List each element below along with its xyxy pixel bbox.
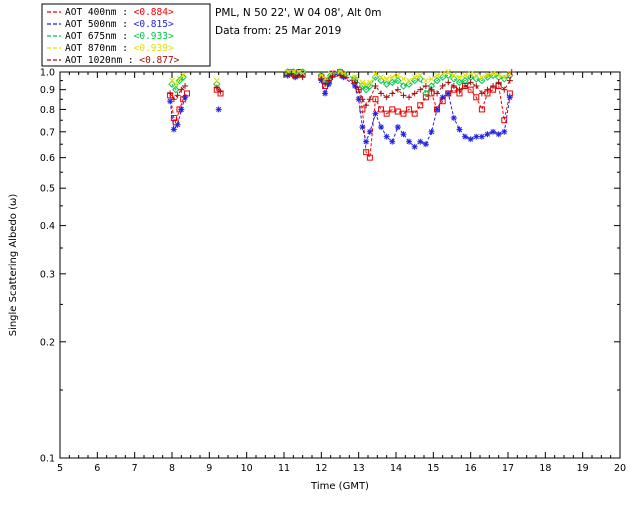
x-tick-label: 9 [206, 463, 212, 474]
y-tick-label: 0.5 [40, 184, 55, 195]
y-tick-label: 1.0 [40, 68, 55, 79]
legend-entry-text: AOT 500nm : <0.815> [65, 19, 174, 30]
y-tick-label: 0.3 [40, 269, 55, 280]
series-markers [169, 69, 513, 88]
y-tick-label: 0.4 [40, 221, 55, 232]
y-tick-label: 0.1 [40, 454, 55, 465]
x-tick-label: 19 [577, 463, 589, 474]
legend-entry-text: AOT 870nm : <0.939> [65, 43, 174, 54]
x-tick-label: 7 [132, 463, 138, 474]
legend-entry-text: AOT 1020nm : <0.877> [65, 55, 180, 66]
y-tick-label: 0.8 [40, 105, 55, 116]
x-tick-label: 20 [614, 463, 626, 474]
x-tick-label: 17 [502, 463, 514, 474]
x-tick-label: 10 [241, 463, 253, 474]
series-aot-1020nm [167, 69, 515, 109]
x-tick-label: 15 [427, 463, 439, 474]
x-tick-label: 8 [169, 463, 175, 474]
x-tick-label: 13 [353, 463, 365, 474]
x-axis-ticks: 5 6 7 8 9 10 11 12 13 14 15 16 17 18 19 20 [57, 72, 626, 474]
series-aot-870nm [169, 69, 513, 88]
legend-box: AOT 400nm : <0.884>AOT 500nm : <0.815>AO… [41, 3, 211, 67]
x-tick-label: 16 [465, 463, 477, 474]
series-markers [167, 69, 515, 109]
y-axis-title: Single Scattering Albedo (ω) [8, 194, 19, 337]
y-tick-label: 0.9 [40, 85, 55, 96]
header-site-text: PML, N 50 22', W 04 08', Alt 0m [215, 7, 382, 19]
x-tick-label: 14 [390, 463, 402, 474]
legend-entry-text: AOT 400nm : <0.884> [65, 7, 174, 18]
legend-entry-text: AOT 675nm : <0.933> [65, 31, 174, 42]
plot-area: 5 6 7 8 9 10 11 12 13 14 15 16 17 18 19 20 1.0 0.9 0.8 0.7 0… [40, 68, 626, 475]
y-tick-label: 0.2 [40, 337, 55, 348]
header-date-text: Data from: 25 Mar 2019 [215, 25, 341, 37]
x-tick-label: 5 [57, 463, 63, 474]
plot-frame [59, 71, 621, 459]
y-tick-label: 0.6 [40, 153, 55, 164]
x-tick-label: 12 [315, 463, 327, 474]
x-tick-label: 11 [278, 463, 290, 474]
y-tick-label: 0.7 [40, 127, 55, 138]
x-axis-title: Time (GMT) [310, 481, 369, 492]
legend-frame [41, 3, 211, 67]
x-tick-label: 6 [94, 463, 100, 474]
x-tick-label: 18 [539, 463, 551, 474]
y-axis-ticks: 1.0 0.9 0.8 0.7 0.6 0.5 0.4 0.3 0.2 0.1 [40, 68, 620, 465]
